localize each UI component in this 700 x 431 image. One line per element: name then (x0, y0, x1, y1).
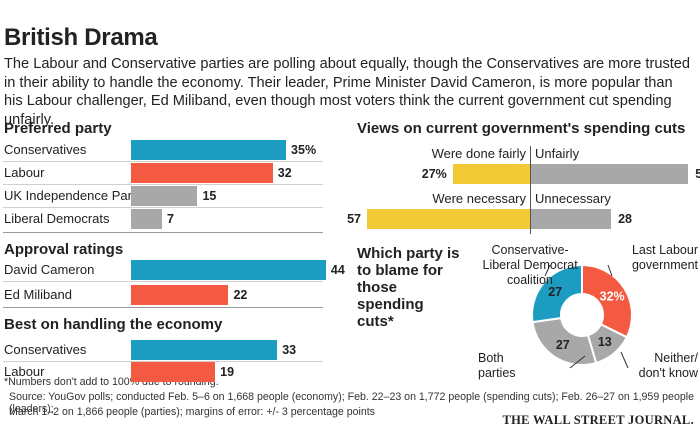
section-divider (3, 307, 323, 308)
spending-right-label: Unnecessary (535, 191, 611, 206)
wsj-logo: THE WALL STREET JOURNAL. (502, 413, 694, 427)
bar (131, 209, 162, 229)
pie-slice-label: 32% (600, 289, 625, 303)
row-divider (3, 161, 323, 162)
pie-annotation: government (631, 258, 698, 272)
bar (131, 186, 198, 206)
pie-leader-line (607, 264, 613, 277)
pie-annotation: Last Labour (631, 243, 698, 257)
spending-left-label: Were done fairly (431, 146, 526, 161)
pie-annotation: coalition (507, 273, 553, 287)
blame-question: Which party is to blame for those spendi… (357, 245, 462, 330)
preferred-party-title: Preferred party (4, 120, 112, 137)
source-line-2: March 1–2 on 1,866 people (parties); mar… (9, 406, 375, 418)
spending-right-bar (531, 209, 612, 229)
bar (131, 285, 229, 305)
spending-right-value: 28 (618, 212, 632, 226)
pie-slice (531, 263, 583, 324)
pie-slice-label: 27 (556, 338, 570, 352)
bar-label: David Cameron (4, 262, 95, 277)
row-divider (3, 207, 323, 208)
pie-annotation: Neither/ (654, 351, 698, 365)
pie-annotation: parties (478, 366, 516, 380)
row-divider (3, 281, 323, 282)
bar-value: 22 (233, 288, 248, 302)
bar-label: Ed Miliband (4, 287, 72, 302)
bar-value: 44 (330, 263, 345, 277)
bar-label: Conservatives (4, 342, 87, 357)
pie-slice-label: 13 (598, 335, 612, 349)
bar-value: 7 (167, 212, 174, 226)
pie-annotation: Liberal Democrat (482, 258, 578, 272)
bar (131, 163, 273, 183)
bar-label: Labour (4, 364, 45, 379)
bar (131, 362, 216, 382)
bar-label: Labour (4, 165, 45, 180)
source-line-1: Source: YouGov polls; conducted Feb. 5–6… (9, 391, 694, 415)
pie-slice (531, 316, 598, 366)
pie-annotation: Conservative- (491, 243, 569, 257)
spending-left-bar (366, 209, 530, 229)
spending-left-label: Were necessary (432, 191, 526, 206)
bar-label: Conservatives (4, 142, 87, 157)
bar-label: UK Independence Party (4, 188, 143, 203)
bar (131, 260, 326, 280)
bar-value: 32 (277, 166, 292, 180)
page-title: British Drama (4, 24, 158, 51)
approval-title: Approval ratings (4, 241, 124, 258)
spending-left-value: 57 (347, 212, 361, 226)
blame-question-text: Which party is to blame for those spendi… (357, 245, 460, 330)
spending-right-bar (531, 164, 689, 184)
bar-label: Liberal Democrats (4, 211, 110, 226)
pie-annotation: don't know (638, 366, 698, 380)
spending-axis (530, 146, 531, 234)
bar-value: 33 (282, 343, 297, 357)
pie-leader-line (569, 355, 586, 369)
bar-value: 35% (291, 143, 317, 157)
pie-slice-label: 27 (548, 285, 562, 299)
pie-leader-line (544, 264, 551, 277)
pie-leader-line (620, 351, 629, 369)
spending-left-value: 27% (421, 167, 447, 181)
spending-right-label: Unfairly (535, 146, 580, 161)
subtitle: The Labour and Conservative parties are … (4, 56, 691, 128)
spending-left-bar (452, 164, 530, 184)
section-divider (3, 232, 323, 233)
row-divider (3, 184, 323, 185)
bar (131, 140, 287, 160)
pie-slice (581, 263, 633, 339)
bar-value: 15 (202, 189, 217, 203)
economy-title: Best on handling the economy (4, 316, 223, 333)
pie-annotation: Both (478, 351, 504, 365)
bar-value: 19 (220, 365, 235, 379)
spending-cuts-title: Views on current government's spending c… (357, 120, 686, 137)
bar (131, 340, 278, 360)
spending-right-value: 55 (695, 167, 700, 181)
row-divider (3, 361, 323, 362)
